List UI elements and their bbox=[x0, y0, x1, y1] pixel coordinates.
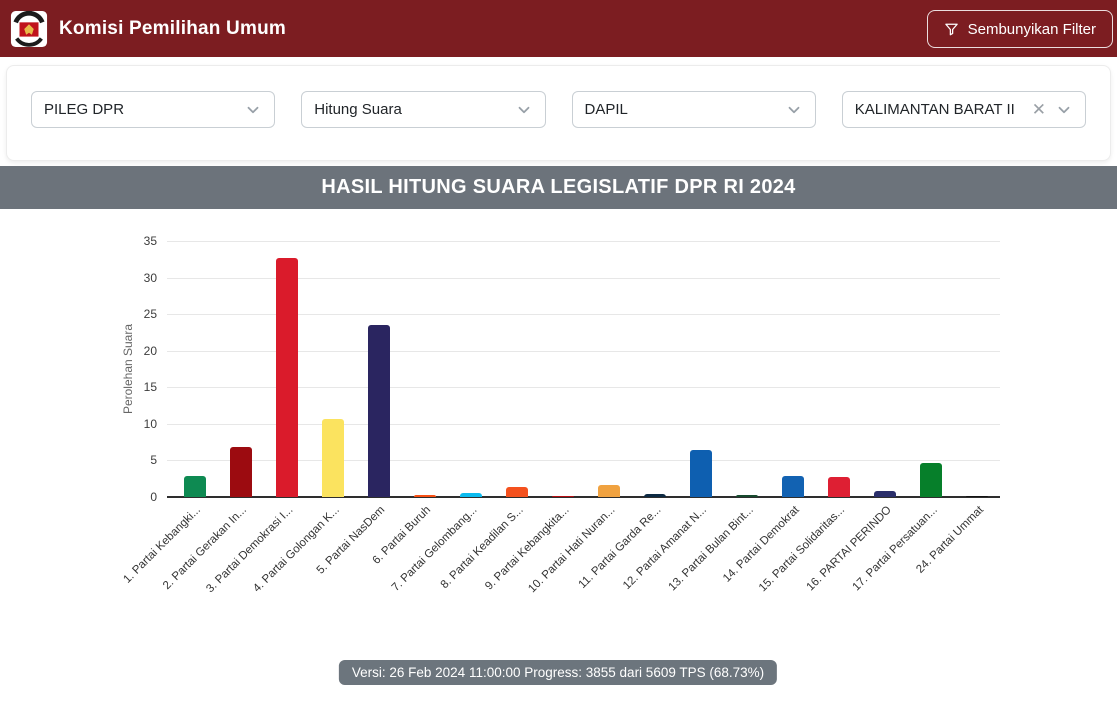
filter-panel: PILEG DPR Hitung Suara DAPIL KALIMANTAN … bbox=[6, 65, 1111, 161]
select-dapil[interactable]: DAPIL bbox=[571, 91, 816, 128]
bar-7-partai-gelombang[interactable] bbox=[460, 493, 482, 497]
x-tick-label: 24. Partai Ummat bbox=[913, 504, 986, 576]
chevron-down-icon bbox=[518, 106, 529, 113]
x-tick-label: 4. Partai Golongan K... bbox=[250, 504, 342, 595]
bar-13-partai-bulan-bint[interactable] bbox=[736, 494, 758, 497]
bar-4-partai-golongan-k[interactable] bbox=[322, 419, 344, 497]
chevron-down-icon bbox=[788, 106, 800, 113]
x-tick-label: 7. Partai Gelombang... bbox=[389, 504, 480, 594]
x-tick-label: 3. Partai Demokrasi I... bbox=[204, 504, 296, 596]
x-tick-label: 17. Partai Persatuan... bbox=[850, 504, 940, 594]
bar-14-partai-demokrat[interactable] bbox=[782, 475, 804, 497]
y-tick-label: 5 bbox=[150, 453, 157, 468]
select-region-value: KALIMANTAN BARAT II bbox=[854, 101, 1015, 118]
bar-1-partai-kebangki[interactable] bbox=[184, 475, 206, 497]
bar-3-partai-demokrasi-i[interactable] bbox=[276, 257, 298, 497]
bar-2-partai-gerakan-in[interactable] bbox=[230, 447, 252, 497]
x-tick-label: 11. Partai Garda Re... bbox=[576, 504, 664, 591]
chevron-down-icon bbox=[1058, 106, 1070, 113]
x-tick-label: 10. Partai Hati Nuran... bbox=[526, 504, 618, 596]
y-tick-label: 10 bbox=[143, 416, 157, 431]
y-tick-label: 0 bbox=[150, 490, 157, 504]
status-badge: Versi: 26 Feb 2024 11:00:00 Progress: 38… bbox=[338, 660, 778, 685]
x-tick-label: 9. Partai Kebangkita... bbox=[482, 504, 572, 593]
x-tick-label: 1. Partai Kebangki... bbox=[121, 504, 204, 586]
bar-16-partai-perindo[interactable] bbox=[874, 491, 896, 497]
hide-filter-button[interactable]: Sembunyikan Filter bbox=[926, 10, 1113, 48]
chevron-down-icon bbox=[247, 106, 259, 113]
select-region[interactable]: KALIMANTAN BARAT II ✕ bbox=[841, 91, 1086, 128]
x-tick-label: 2. Partai Gerakan In... bbox=[161, 504, 250, 593]
x-tick-label: 8. Partai Keadilan S... bbox=[438, 504, 526, 592]
y-tick-label: 30 bbox=[143, 270, 157, 285]
x-tick-label: 6. Partai Buruh bbox=[370, 504, 434, 567]
chart-header-band: HASIL HITUNG SUARA LEGISLATIF DPR RI 202… bbox=[0, 166, 1117, 209]
bar-17-partai-persatuan[interactable] bbox=[920, 463, 942, 497]
gridline bbox=[167, 241, 1000, 242]
select-election-type-value: PILEG DPR bbox=[44, 101, 125, 118]
y-tick-label: 20 bbox=[143, 343, 157, 358]
x-tick-label: 5. Partai NasDem bbox=[314, 504, 388, 577]
page-title: Komisi Pemilihan Umum bbox=[59, 17, 286, 39]
chart-title: HASIL HITUNG SUARA LEGISLATIF DPR RI 202… bbox=[321, 176, 796, 198]
select-election-type[interactable]: PILEG DPR bbox=[31, 91, 276, 128]
select-dapil-value: DAPIL bbox=[584, 101, 628, 118]
bar-10-partai-hati-nuran[interactable] bbox=[598, 484, 620, 497]
hide-filter-label: Sembunyikan Filter bbox=[967, 20, 1096, 38]
bar-5-partai-nasdem[interactable] bbox=[368, 325, 390, 497]
y-axis-title: Perolehan Suara bbox=[121, 323, 135, 415]
y-tick-label: 35 bbox=[143, 234, 157, 248]
kpu-logo bbox=[10, 10, 48, 47]
y-tick-label: 15 bbox=[143, 380, 157, 395]
bar-11-partai-garda-re[interactable] bbox=[644, 494, 666, 497]
y-tick-label: 25 bbox=[143, 307, 157, 322]
app-header: Komisi Pemilihan Umum Sembunyikan Filter bbox=[0, 0, 1117, 57]
x-tick-label: 16. PARTAI PERINDO bbox=[804, 504, 894, 594]
bar-12-partai-amanat-n[interactable] bbox=[690, 450, 712, 497]
x-tick-label: 14. Partai Demokrat bbox=[720, 504, 802, 585]
bar-9-partai-kebangkita[interactable] bbox=[552, 495, 574, 497]
bar-8-partai-keadilan-s[interactable] bbox=[506, 486, 528, 497]
x-tick-label: 13. Partai Bulan Bint... bbox=[666, 504, 756, 594]
x-tick-label: 15. Partai Solidaritas... bbox=[757, 504, 848, 595]
bar-24-partai-ummat[interactable] bbox=[966, 495, 988, 497]
filter-funnel-icon bbox=[944, 23, 958, 35]
clear-selection-icon[interactable]: ✕ bbox=[1031, 100, 1046, 119]
bar-15-partai-solidaritas[interactable] bbox=[828, 477, 850, 497]
select-view-mode[interactable]: Hitung Suara bbox=[301, 91, 546, 128]
bar-6-partai-buruh[interactable] bbox=[414, 494, 436, 497]
select-view-mode-value: Hitung Suara bbox=[314, 101, 402, 118]
x-tick-label: 12. Partai Amanat N... bbox=[621, 504, 710, 593]
